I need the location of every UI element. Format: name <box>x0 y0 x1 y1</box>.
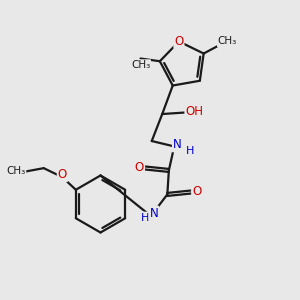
Text: O: O <box>192 185 201 198</box>
Text: CH₃: CH₃ <box>131 60 150 70</box>
Text: N: N <box>173 138 182 152</box>
Text: O: O <box>174 35 184 48</box>
Text: O: O <box>135 161 144 174</box>
Text: CH₃: CH₃ <box>218 36 237 46</box>
Text: H: H <box>141 212 149 223</box>
Text: N: N <box>149 206 158 220</box>
Text: CH₃: CH₃ <box>6 166 26 176</box>
Text: O: O <box>58 168 67 181</box>
Text: H: H <box>186 146 194 156</box>
Text: OH: OH <box>185 104 203 118</box>
